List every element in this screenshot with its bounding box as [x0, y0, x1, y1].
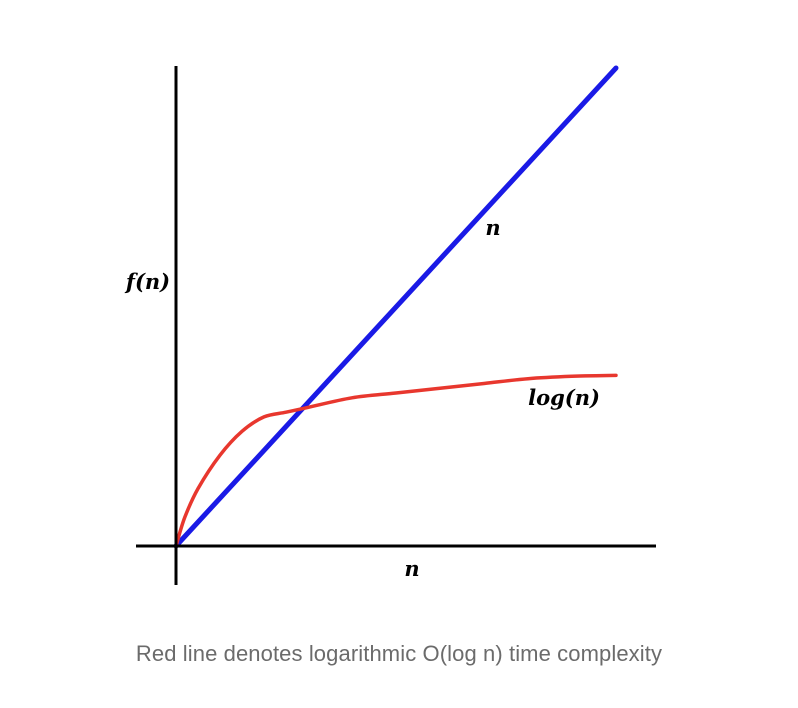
y-axis-label: f(n)	[124, 269, 170, 294]
series-line-log-n	[174, 373, 618, 548]
series-label-n: n	[485, 215, 500, 240]
series-label-log-n: log(n)	[528, 385, 600, 410]
x-axis-label: n	[404, 556, 419, 581]
figure-caption: Red line denotes logarithmic O(log n) ti…	[135, 641, 663, 666]
complexity-chart: f(n) n n log(n)	[124, 65, 656, 585]
series-layer	[173, 65, 619, 549]
series-line-n	[173, 65, 619, 549]
